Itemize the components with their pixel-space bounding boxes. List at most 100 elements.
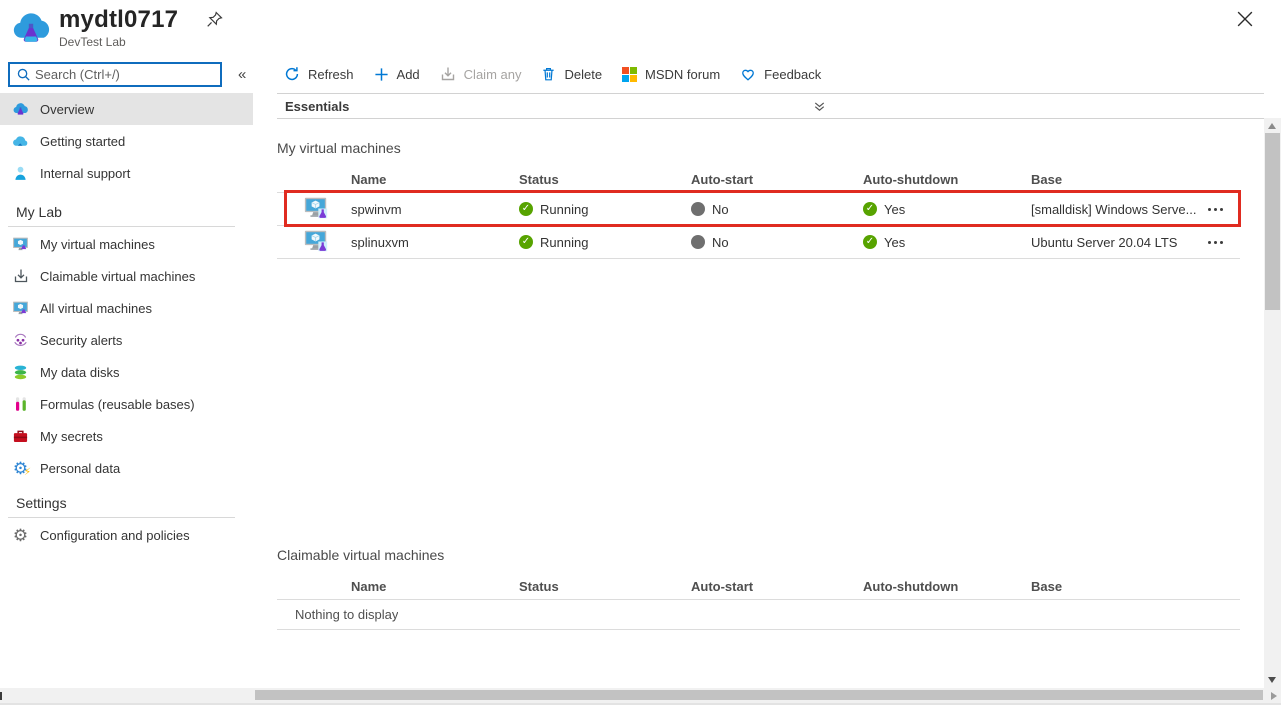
sidebar-item-label: Getting started [40, 133, 126, 149]
sidebar-item-my-data-disks[interactable]: My data disks [0, 356, 253, 388]
horizontal-scrollbar-thumb[interactable] [255, 690, 1263, 700]
close-button[interactable] [1235, 9, 1255, 32]
refresh-icon [285, 67, 299, 81]
column-header-auto-start: Auto-start [691, 171, 754, 187]
blade-subtitle: DevTest Lab [59, 35, 126, 49]
essentials-expand-button[interactable] [810, 97, 829, 119]
blade-scroll-area: My virtual machines Name Status Auto-sta… [257, 140, 1264, 630]
sidebar-item-formulas[interactable]: Formulas (reusable bases) [0, 388, 253, 420]
delete-button[interactable]: Delete [531, 60, 612, 88]
empty-message: Nothing to display [295, 607, 399, 622]
table-row-splinuxvm[interactable]: splinuxvm ✓ Running No ✓ Yes [277, 225, 1240, 258]
scroll-up-arrow-icon[interactable] [1268, 123, 1276, 129]
msdn-forum-button[interactable]: MSDN forum [612, 60, 730, 88]
search-box [8, 62, 222, 87]
sidebar-item-label: Internal support [40, 165, 131, 181]
collapse-sidebar-button[interactable]: « [234, 64, 250, 85]
msdn-forum-icon [622, 66, 638, 82]
sidebar-item-internal-support[interactable]: Internal support [0, 157, 253, 189]
cell-auto-shutdown: Yes [884, 234, 906, 250]
devtest-lab-icon [13, 13, 50, 42]
data-disks-icon [12, 364, 29, 381]
claim-download-icon [12, 268, 29, 285]
sidebar-item-label: My data disks [40, 364, 120, 380]
refresh-button[interactable]: Refresh [274, 60, 364, 88]
table-header-row: Name Status Auto-start Auto-shutdown Bas… [277, 573, 1240, 599]
sidebar-item-overview[interactable]: Overview [0, 93, 253, 125]
column-header-base: Base [1031, 171, 1063, 187]
sidebar-item-label: Personal data [40, 460, 121, 476]
column-header-auto-shutdown: Auto-shutdown [863, 171, 959, 187]
sidebar-item-my-secrets[interactable]: My secrets [0, 420, 253, 452]
sidebar-item-getting-started[interactable]: Getting started [0, 125, 253, 157]
horizontal-scrollbar[interactable] [0, 688, 1281, 705]
vm-icon [12, 300, 29, 317]
feedback-heart-icon [742, 69, 755, 81]
empty-table-row: Nothing to display [277, 599, 1240, 629]
cell-status: Running [540, 201, 589, 217]
my-vms-title: My virtual machines [277, 140, 401, 156]
sidebar-item-my-virtual-machines[interactable]: My virtual machines [0, 228, 253, 260]
sidebar-item-configuration-and-policies[interactable]: ⚙ Configuration and policies [0, 519, 253, 551]
pin-button[interactable] [204, 9, 225, 33]
main-content: Refresh Add Claim any Delete [257, 55, 1281, 705]
sidebar-item-security-alerts[interactable]: Security alerts [0, 324, 253, 356]
close-icon [1237, 11, 1253, 27]
vertical-scrollbar[interactable] [1264, 118, 1281, 688]
cell-name: spwinvm [351, 201, 402, 217]
cell-name: splinuxvm [351, 234, 409, 250]
support-person-icon [12, 165, 29, 182]
sidebar-item-label: Overview [40, 101, 95, 117]
sidebar-item-all-virtual-machines[interactable]: All virtual machines [0, 292, 253, 324]
personal-data-gear-icon: ⚙ ⚡ [12, 458, 31, 478]
add-plus-icon [374, 67, 388, 81]
vertical-scrollbar-thumb[interactable] [1265, 133, 1280, 310]
sidebar-section-settings: Settings [8, 484, 235, 518]
sidebar-item-label: Claimable virtual machines [40, 268, 196, 284]
my-vms-table: Name Status Auto-start Auto-shutdown Bas… [277, 166, 1241, 259]
column-header-name: Name [351, 578, 387, 594]
claimable-vms-table: Name Status Auto-start Auto-shutdown Bas… [277, 573, 1240, 630]
status-running-icon: ✓ [519, 235, 533, 249]
add-button[interactable]: Add [364, 60, 430, 88]
sidebar-item-claimable-virtual-machines[interactable]: Claimable virtual machines [0, 260, 253, 292]
cell-status: Running [540, 234, 589, 250]
status-running-icon: ✓ [519, 202, 533, 216]
cell-base: Ubuntu Server 20.04 LTS [1031, 234, 1178, 250]
search-icon [17, 68, 30, 81]
vm-icon [304, 230, 328, 251]
gear-icon: ⚙ [12, 525, 29, 545]
more-options-button[interactable] [1200, 199, 1230, 219]
column-header-auto-start: Auto-start [691, 578, 754, 594]
column-header-base: Base [1031, 578, 1063, 594]
status-off-icon [691, 235, 705, 249]
more-options-button[interactable] [1200, 232, 1230, 252]
scroll-right-arrow-icon[interactable] [1271, 692, 1277, 700]
feedback-button[interactable]: Feedback [730, 60, 831, 88]
devtest-lab-icon [12, 101, 29, 118]
status-off-icon [691, 202, 705, 216]
sidebar-item-personal-data[interactable]: ⚙ ⚡ Personal data [0, 452, 253, 484]
claim-any-button[interactable]: Claim any [430, 60, 532, 88]
pin-icon [207, 11, 223, 27]
scroll-down-arrow-icon[interactable] [1268, 677, 1276, 683]
vm-icon [304, 197, 328, 218]
sidebar-item-label: Security alerts [40, 332, 123, 348]
sidebar-nav: Overview Getting started Internal suppor… [0, 93, 257, 551]
column-header-auto-shutdown: Auto-shutdown [863, 578, 959, 594]
sidebar-item-label: Formulas (reusable bases) [40, 396, 195, 412]
sidebar-item-label: My virtual machines [40, 236, 155, 252]
search-input[interactable] [35, 67, 220, 82]
essentials-label: Essentials [285, 98, 350, 114]
sidebar-section-my-lab: My Lab [8, 193, 235, 227]
table-header-row: Name Status Auto-start Auto-shutdown Bas… [277, 166, 1240, 192]
secrets-toolbox-icon [12, 428, 29, 445]
delete-trash-icon [543, 68, 555, 81]
formulas-test-tubes-icon [12, 396, 29, 413]
table-row-spwinvm[interactable]: spwinvm ✓ Running No ✓ Yes [277, 190, 1241, 227]
column-header-name: Name [351, 171, 387, 187]
blade-header: mydtl0717 DevTest Lab [0, 0, 1281, 55]
claim-download-icon [441, 67, 454, 81]
scroll-left-arrow-icon[interactable] [0, 692, 2, 700]
page-title: mydtl0717 [59, 6, 179, 33]
